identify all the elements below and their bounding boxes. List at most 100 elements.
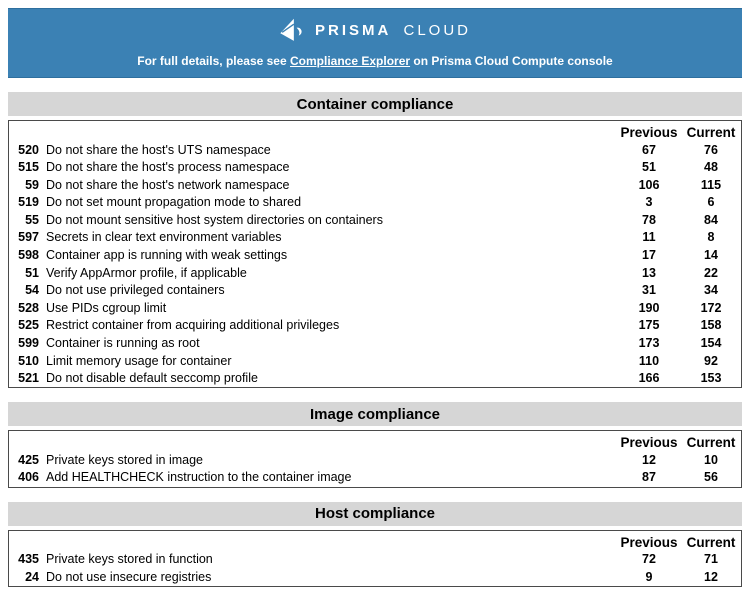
table-row: 54 Do not use privileged containers 31 3… [9, 282, 741, 300]
table-row: 24 Do not use insecure registries 9 12 [9, 568, 741, 586]
id-column-header [9, 431, 39, 451]
table-row: 520 Do not share the host's UTS namespac… [9, 141, 741, 159]
current-value: 34 [704, 283, 718, 298]
current-column-header: Current [686, 125, 736, 140]
previous-value: 87 [642, 470, 656, 485]
current-value: 92 [704, 353, 718, 368]
check-id: 24 [25, 569, 39, 584]
check-description: Do not mount sensitive host system direc… [46, 212, 383, 227]
current-value: 158 [700, 318, 722, 333]
check-id: 519 [18, 195, 39, 210]
description-column-header [39, 431, 617, 451]
current-value: 76 [704, 142, 718, 157]
check-id: 425 [18, 452, 39, 467]
check-description: Container app is running with weak setti… [46, 248, 288, 263]
sections: Container compliance Previous Current 52… [8, 92, 742, 587]
previous-column-header: Previous [620, 125, 678, 140]
brand-wordmark: PRISMA CLOUD [315, 22, 471, 39]
previous-value: 67 [642, 142, 656, 157]
check-id: 520 [18, 142, 39, 157]
table-row: 525 Restrict container from acquiring ad… [9, 317, 741, 335]
current-value: 154 [700, 336, 722, 351]
check-id: 515 [18, 160, 39, 175]
current-value: 6 [707, 195, 715, 210]
table-row: 406 Add HEALTHCHECK instruction to the c… [9, 469, 741, 487]
check-id: 54 [25, 283, 39, 298]
current-value: 172 [700, 300, 722, 315]
check-id: 406 [18, 470, 39, 485]
current-value: 71 [704, 552, 718, 566]
check-description: Use PIDs cgroup limit [46, 300, 167, 315]
prisma-cloud-banner: PRISMA CLOUD For full details, please se… [8, 8, 742, 78]
previous-value: 51 [642, 160, 656, 175]
check-id: 525 [18, 318, 39, 333]
table-row: 521 Do not disable default seccomp profi… [9, 370, 741, 388]
section-title-bar: Host compliance [8, 501, 742, 526]
notice-prefix: For full details, please see [137, 54, 290, 68]
check-description: Private keys stored in image [46, 452, 204, 467]
compliance-table: Previous Current 520 Do not share the ho… [8, 120, 742, 389]
previous-value: 13 [642, 265, 656, 280]
check-id: 51 [25, 265, 39, 280]
banner-notice: For full details, please see Compliance … [137, 54, 612, 68]
compliance-table: Previous Current 425 Private keys stored… [8, 430, 742, 488]
check-description: Do not set mount propagation mode to sha… [46, 195, 302, 210]
table-header-row: Previous Current [9, 431, 741, 451]
table-row: 598 Container app is running with weak s… [9, 247, 741, 265]
check-description: Do not share the host's UTS namespace [46, 142, 271, 157]
table-header-row: Previous Current [9, 121, 741, 141]
check-description: Verify AppArmor profile, if applicable [46, 265, 247, 280]
check-id: 55 [25, 212, 39, 227]
check-description: Do not use insecure registries [46, 569, 212, 584]
table-row: 435 Private keys stored in function 72 7… [9, 551, 741, 569]
previous-value: 11 [642, 230, 656, 245]
current-value: 12 [704, 569, 718, 584]
current-column-header: Current [686, 435, 736, 451]
brand-cloud: CLOUD [403, 22, 472, 39]
id-column-header [9, 531, 39, 551]
table-row: 519 Do not set mount propagation mode to… [9, 194, 741, 212]
check-description: Restrict container from acquiring additi… [46, 318, 340, 333]
description-column-header [39, 121, 617, 141]
previous-column-header: Previous [620, 435, 678, 451]
previous-value: 110 [638, 353, 660, 368]
previous-value: 17 [642, 248, 656, 263]
current-value: 48 [704, 160, 718, 175]
table-row: 59 Do not share the host's network names… [9, 176, 741, 194]
compliance-table: Previous Current 435 Private keys stored… [8, 529, 742, 587]
section-title-bar: Container compliance [8, 92, 742, 116]
compliance-explorer-link[interactable]: Compliance Explorer [290, 54, 411, 68]
previous-value: 78 [642, 212, 656, 227]
section-title: Container compliance [296, 95, 454, 113]
check-id: 599 [18, 336, 39, 351]
current-value: 22 [704, 265, 718, 280]
check-id: 528 [18, 300, 39, 315]
compliance-section: Container compliance Previous Current 52… [8, 92, 742, 389]
previous-value: 3 [645, 195, 653, 210]
compliance-section: Host compliance Previous Current 435 Pri… [8, 501, 742, 587]
check-id: 597 [18, 230, 39, 245]
prisma-cloud-logo: PRISMA CLOUD [279, 18, 471, 43]
table-row: 425 Private keys stored in image 12 10 [9, 451, 741, 469]
previous-column-header: Previous [620, 534, 678, 550]
current-value: 115 [700, 177, 722, 192]
check-description: Private keys stored in function [46, 552, 213, 566]
check-id: 59 [25, 177, 39, 192]
previous-value: 190 [638, 300, 660, 315]
previous-value: 175 [638, 318, 660, 333]
previous-value: 166 [638, 371, 660, 386]
check-description: Do not share the host's process namespac… [46, 160, 290, 175]
id-column-header [9, 121, 39, 141]
compliance-section: Image compliance Previous Current 425 Pr… [8, 402, 742, 488]
check-description: Do not share the host's network namespac… [46, 177, 290, 192]
check-description: Limit memory usage for container [46, 353, 232, 368]
previous-value: 106 [638, 177, 660, 192]
description-column-header [39, 531, 617, 551]
check-id: 521 [18, 371, 39, 386]
table-row: 528 Use PIDs cgroup limit 190 172 [9, 299, 741, 317]
previous-value: 173 [638, 336, 660, 351]
section-title: Host compliance [314, 505, 436, 522]
previous-value: 12 [642, 452, 656, 467]
check-description: Secrets in clear text environment variab… [46, 230, 282, 245]
table-row: 597 Secrets in clear text environment va… [9, 229, 741, 247]
